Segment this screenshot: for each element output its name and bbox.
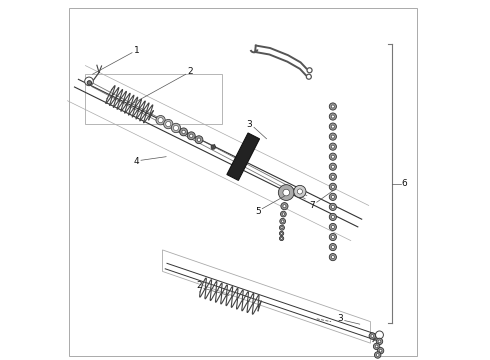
- Circle shape: [87, 81, 92, 85]
- Circle shape: [331, 215, 334, 219]
- Circle shape: [329, 224, 337, 230]
- Circle shape: [164, 120, 173, 129]
- Circle shape: [278, 185, 294, 201]
- Circle shape: [329, 163, 337, 170]
- Circle shape: [329, 143, 337, 150]
- Circle shape: [329, 183, 337, 190]
- Circle shape: [331, 155, 334, 158]
- Circle shape: [279, 236, 284, 240]
- Text: 3: 3: [337, 314, 343, 323]
- Circle shape: [331, 105, 334, 108]
- Circle shape: [376, 338, 383, 345]
- Circle shape: [283, 189, 290, 196]
- Text: 2: 2: [188, 67, 193, 76]
- Circle shape: [294, 185, 306, 198]
- Circle shape: [329, 123, 337, 130]
- Text: 7: 7: [310, 201, 315, 210]
- Text: 1: 1: [134, 46, 140, 55]
- Circle shape: [331, 256, 334, 258]
- Circle shape: [378, 340, 381, 343]
- Text: 3: 3: [246, 120, 252, 129]
- Circle shape: [331, 225, 334, 229]
- Circle shape: [329, 213, 337, 221]
- Circle shape: [375, 331, 383, 339]
- Circle shape: [307, 68, 312, 73]
- Circle shape: [374, 352, 381, 358]
- Circle shape: [172, 123, 181, 132]
- Circle shape: [331, 235, 334, 239]
- Circle shape: [331, 185, 334, 188]
- Circle shape: [331, 206, 334, 208]
- Circle shape: [329, 203, 337, 211]
- Circle shape: [166, 122, 171, 127]
- Circle shape: [283, 205, 286, 208]
- Circle shape: [282, 213, 285, 215]
- Circle shape: [376, 354, 379, 356]
- Circle shape: [329, 113, 337, 120]
- Circle shape: [195, 136, 203, 144]
- Circle shape: [187, 132, 195, 140]
- Circle shape: [197, 138, 200, 141]
- Text: 2: 2: [196, 281, 202, 290]
- Circle shape: [331, 175, 334, 178]
- Circle shape: [329, 253, 337, 261]
- Circle shape: [281, 233, 282, 234]
- Circle shape: [331, 165, 334, 168]
- Circle shape: [211, 145, 216, 149]
- Circle shape: [329, 103, 337, 110]
- Circle shape: [329, 243, 337, 251]
- Circle shape: [331, 125, 334, 128]
- Circle shape: [373, 343, 380, 350]
- Circle shape: [331, 246, 334, 248]
- Circle shape: [158, 118, 163, 123]
- Circle shape: [306, 74, 311, 79]
- Circle shape: [180, 128, 188, 136]
- Circle shape: [279, 231, 284, 235]
- Circle shape: [375, 345, 378, 348]
- Circle shape: [329, 173, 337, 180]
- Circle shape: [190, 134, 193, 138]
- Circle shape: [331, 145, 334, 148]
- Circle shape: [377, 347, 384, 354]
- Circle shape: [182, 130, 185, 134]
- Circle shape: [331, 195, 334, 198]
- Circle shape: [279, 225, 285, 230]
- Circle shape: [379, 349, 382, 352]
- Circle shape: [329, 193, 337, 201]
- Circle shape: [173, 125, 178, 131]
- Circle shape: [331, 115, 334, 118]
- Text: 6: 6: [402, 179, 408, 188]
- Circle shape: [280, 219, 286, 224]
- Circle shape: [281, 227, 283, 229]
- Circle shape: [369, 333, 375, 339]
- Circle shape: [331, 135, 334, 138]
- Circle shape: [371, 335, 374, 337]
- Circle shape: [281, 203, 288, 210]
- Circle shape: [329, 233, 337, 240]
- Circle shape: [280, 211, 286, 217]
- Circle shape: [297, 189, 302, 194]
- Text: 4: 4: [134, 157, 140, 166]
- Circle shape: [329, 133, 337, 140]
- Circle shape: [329, 153, 337, 160]
- Circle shape: [156, 116, 165, 125]
- Circle shape: [281, 238, 282, 239]
- Polygon shape: [227, 133, 260, 180]
- Circle shape: [281, 220, 284, 222]
- Circle shape: [85, 77, 93, 86]
- Text: 5: 5: [256, 207, 262, 216]
